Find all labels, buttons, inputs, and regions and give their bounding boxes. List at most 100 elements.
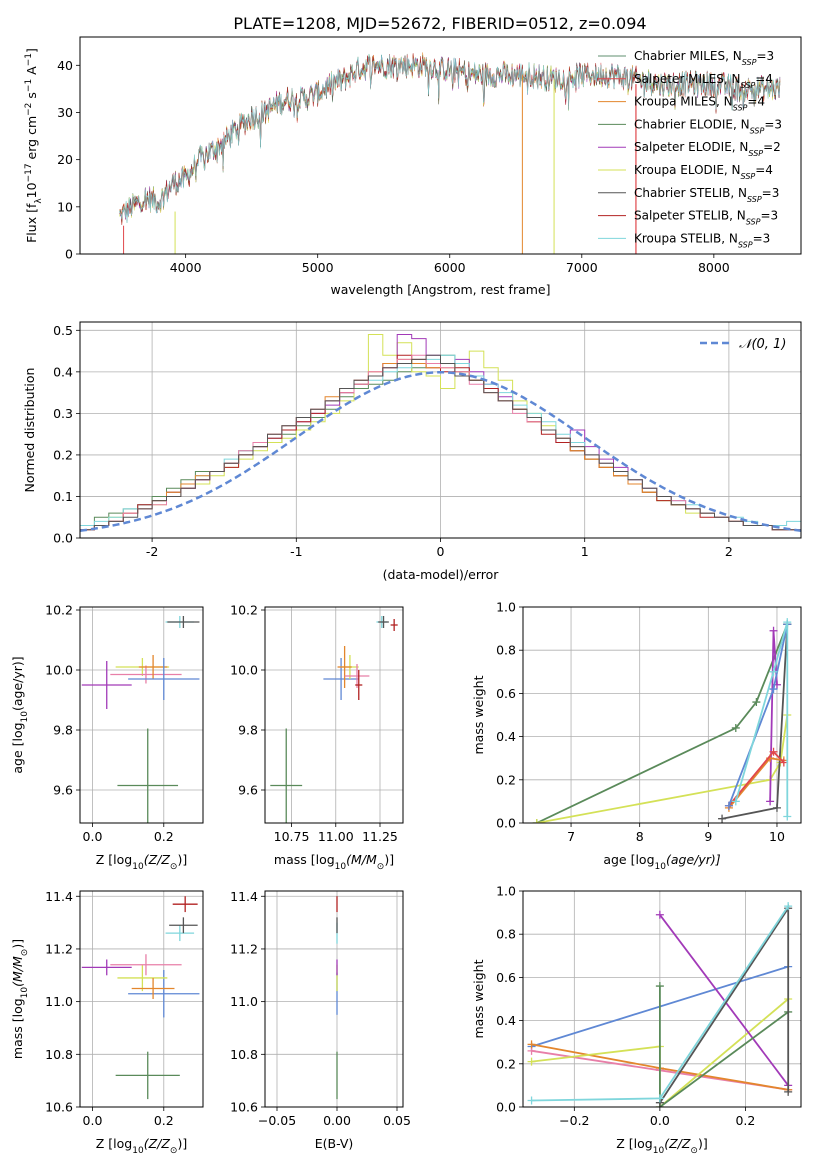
x-tick-label: 5000: [302, 260, 334, 275]
y-tick-label: 9.8: [238, 723, 258, 738]
y-tick-label: 11.2: [45, 941, 73, 956]
y-tick-label: 0.8: [496, 643, 516, 658]
weight-marker: [655, 982, 664, 991]
y-tick-label: 0.6: [496, 970, 516, 985]
y-tick-label: 11.0: [230, 994, 258, 1009]
weight-line: [536, 714, 789, 823]
legend-label: 𝒩(0, 1): [739, 337, 786, 352]
weight-marker: [655, 910, 664, 919]
x-tick-label: −0.2: [559, 1113, 589, 1128]
legend-label: Kroupa STELIB, NSSP=3: [634, 231, 770, 249]
plot-area-weight-vs-age: [532, 618, 792, 823]
axes-age-vs-Z: 0.0 0.2 9.6 9.8 10.0 10.2 Z [log10(Z/Z⊙)] age […: [10, 603, 204, 872]
x-tick-label: 9: [704, 829, 712, 844]
errorbar-point: [138, 655, 168, 679]
weight-marker: [784, 902, 793, 911]
x-tick-label: 0.0: [650, 1113, 670, 1128]
x-tick-label: 0.2: [735, 1113, 755, 1128]
weight-marker: [718, 814, 727, 823]
y-axis-label-weight-vs-age: mass weight: [471, 675, 486, 754]
x-axis-label-mass-vs-ebv: E(B-V): [315, 1136, 354, 1151]
errorbar-point: [378, 616, 389, 628]
frame-mass-vs-Z: [79, 890, 204, 1108]
weight-marker: [769, 747, 778, 756]
y-tick-label: 1.0: [496, 600, 516, 615]
x-tick-label: 4000: [170, 260, 202, 275]
y-tick-label: 10.0: [45, 663, 73, 678]
x-tick-label: 7: [567, 829, 575, 844]
y-tick-label: 10: [57, 199, 73, 214]
x-axis-label-weight-vs-age: age [log10(age/yr)]: [603, 852, 720, 872]
normal-curve: [80, 371, 801, 532]
legend-residuals: 𝒩(0, 1): [700, 337, 786, 352]
x-tick-label: 0.0: [83, 1113, 103, 1128]
y-tick-label: 0.6: [496, 686, 516, 701]
errorbar-point: [172, 896, 198, 913]
axes-spectrum: 4000 5000 6000 7000 8000 0 10 20 30 40 Chabrier MI…: [24, 36, 802, 297]
y-tick-label: 0.5: [53, 323, 73, 338]
y-tick-label: 9.8: [53, 723, 73, 738]
y-tick-label: 11.4: [230, 889, 258, 904]
x-tick-label: 2: [725, 544, 733, 559]
weight-marker: [752, 698, 761, 707]
frame-weight-vs-age: [522, 606, 802, 824]
plot-area-age-vs-Z: [81, 616, 200, 823]
weight-marker: [772, 803, 781, 812]
y-tick-label: 9.6: [238, 783, 258, 798]
x-axis-label-age-vs-mass: mass [log10(M/M⊙)]: [274, 852, 394, 872]
frame-spectrum: [79, 36, 802, 255]
x-tick-label: 1: [581, 544, 589, 559]
legend-label: Kroupa MILES, NSSP=4: [634, 95, 765, 113]
x-axis-label-spectrum: wavelength [Angstrom, rest frame]: [330, 282, 550, 297]
errorbar-point: [81, 959, 132, 976]
y-tick-label: 10.6: [45, 1100, 73, 1115]
y-tick-label: 0: [65, 247, 73, 262]
x-tick-label: 11.00: [318, 829, 354, 844]
grid-age-vs-mass: [265, 607, 403, 823]
weight-marker: [655, 1094, 664, 1103]
legend-label: Kroupa ELODIE, NSSP=4: [634, 163, 773, 181]
errorbar-point: [165, 925, 195, 942]
y-tick-label: 10.2: [45, 603, 73, 618]
axes-mass-vs-ebv: −0.05 0.00 0.05 10.6 10.8 11.0 11.2 11.4 E(B-V): [230, 889, 411, 1151]
errorbar-point: [110, 665, 182, 684]
legend-label: Salpeter ELODIE, NSSP=2: [634, 140, 781, 158]
weight-marker: [769, 667, 778, 676]
legend-label: Chabrier STELIB, NSSP=3: [634, 186, 779, 204]
legend-label: Chabrier MILES, NSSP=3: [634, 49, 774, 67]
errorbar-point: [270, 728, 303, 823]
y-tick-label: 0.0: [496, 816, 516, 831]
y-axis-label-residuals: Normed distribution: [22, 368, 37, 493]
errorbar-point: [344, 664, 370, 688]
y-axis-label-weight-vs-Z: mass weight: [471, 959, 486, 1038]
legend-label: Salpeter MILES, NSSP=4: [634, 72, 773, 90]
weight-line: [734, 621, 789, 817]
weight-line: [659, 986, 789, 1107]
errorbar-point: [110, 954, 182, 976]
weight-marker: [769, 685, 778, 694]
y-tick-label: 10.0: [230, 663, 258, 678]
errorbar-point: [337, 646, 352, 688]
weight-marker: [724, 801, 733, 810]
figure-title: PLATE=1208, MJD=52672, FIBERID=0512, z=0…: [233, 14, 646, 33]
y-axis-label-age-vs-Z: age [log10(age/yr)]: [10, 656, 30, 773]
y-tick-label: 20: [57, 152, 73, 167]
weight-marker: [783, 618, 792, 627]
errorbar-point: [117, 964, 168, 992]
frame-age-vs-mass: [264, 606, 404, 824]
plot-area-residuals: [80, 334, 801, 532]
axes-weight-vs-Z: −0.2 0.0 0.2 0.0 0.2 0.4 0.6 0.8 1.0 Z [log10(Z/Z…: [471, 884, 802, 1156]
y-axis-label-spectrum: Flux [fλ10−17 erg cm−2 s−1 A−1]: [24, 48, 44, 243]
axes-residuals: -2 -1 0 1 2 0.0 0.1 0.2 0.3 0.4 0.5 𝒩(0, 1) (data-mo…: [22, 321, 802, 582]
errorbar-point: [169, 917, 198, 934]
x-tick-label: −0.05: [258, 1113, 296, 1128]
x-tick-label: 0.0: [83, 829, 103, 844]
errorbar-point: [131, 977, 175, 999]
x-axis-label-residuals: (data-model)/error: [383, 567, 500, 582]
legend-label: Chabrier ELODIE, NSSP=3: [634, 117, 782, 135]
weight-marker: [532, 819, 541, 823]
x-axis-label-weight-vs-Z: Z [log10(Z/Z⊙)]: [616, 1136, 707, 1156]
x-tick-label: 7000: [566, 260, 598, 275]
x-tick-label: 8000: [698, 260, 730, 275]
